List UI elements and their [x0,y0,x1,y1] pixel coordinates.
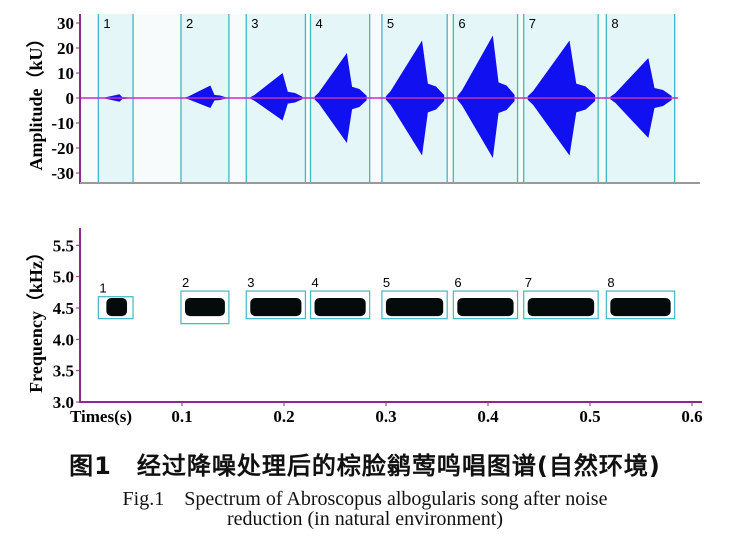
spectrogram-energy [106,297,128,317]
syllable-box [452,290,519,320]
syllable-box [523,290,599,320]
x-tick-label: 0.4 [477,407,499,426]
time-axis-label: Times(s) [70,407,132,426]
frequency-axis-label: Frequency（kHz） [26,243,46,393]
y-tick-label: 5.0 [53,268,74,287]
y-tick-label: 10 [57,64,74,83]
segment-label: 8 [611,16,618,31]
amplitude-axis-label: Amplitude（kU） [26,29,46,170]
spectrogram-energy [314,297,366,317]
syllable-box [245,290,307,320]
y-tick-label: -30 [51,164,74,183]
syllable-box [97,296,134,320]
y-tick-label: 20 [57,39,74,58]
spectrogram-energy [184,297,225,317]
y-tick-label: 4.5 [53,299,74,318]
segment-label: 4 [316,16,323,31]
segment-label: 1 [103,16,110,31]
syllable-label: 5 [383,275,390,290]
x-tick-label: 0.1 [171,407,192,426]
y-tick-label: 5.5 [53,236,74,255]
spectrogram-energy [610,297,671,317]
spectrogram-energy [457,297,514,317]
segment-label: 6 [458,16,465,31]
segment-label: 2 [186,16,193,31]
syllable-label: 7 [525,275,532,290]
syllable-box [381,290,448,320]
x-tick-label: 0.2 [273,407,294,426]
y-tick-label: 3.5 [53,362,74,381]
caption-chinese: 图1 经过降噪处理后的棕脸鹟莺鸣唱图谱(自然环境) [69,452,661,480]
y-tick-label: -20 [51,139,74,158]
y-tick-label: 30 [57,14,74,33]
waveform-syllable [250,73,303,121]
syllable-label: 2 [182,275,189,290]
spectrogram-energy [385,297,444,317]
segment-label: 7 [529,16,536,31]
spectrogram-energy [527,297,595,317]
waveform-syllable [457,35,515,158]
syllable-box [309,290,371,320]
caption-english-line1: Fig.1 Spectrum of Abroscopus albogularis… [122,488,608,510]
caption-english-line2: reduction (in natural environment) [226,508,503,530]
y-tick-label: 0 [66,89,75,108]
syllable-label: 4 [312,275,319,290]
figure: 1 2 3 4 5 6 7 8 30 20 10 0 -10 -20 -30 1 2 3 4 5 6 7 8 5.5 5.0 4… [26,14,703,426]
syllable-label: 1 [99,281,106,296]
y-tick-label: -10 [51,114,74,133]
x-tick-label: 0.5 [579,407,600,426]
x-tick-label: 0.3 [375,407,396,426]
segment-label: 5 [387,16,394,31]
spectrogram-energy [250,297,302,317]
segment-label: 3 [251,16,258,31]
waveform-panel: 1 2 3 4 5 6 7 8 30 20 10 0 -10 -20 -30 [51,14,700,184]
x-tick-label: 0.6 [681,407,702,426]
waveform-syllable [184,85,226,108]
spectrogram-panel: 1 2 3 4 5 6 7 8 5.5 5.0 4.5 4.0 3.5 3.0 0.1 0.2 0.3 0.4 0.… [53,228,703,426]
syllable-label: 8 [607,275,614,290]
y-tick-label: 3.0 [53,393,74,412]
syllable-label: 6 [454,275,461,290]
syllable-label: 3 [247,275,254,290]
y-tick-label: 4.0 [53,330,74,349]
syllable-box [605,290,676,320]
syllable-box [180,290,230,325]
